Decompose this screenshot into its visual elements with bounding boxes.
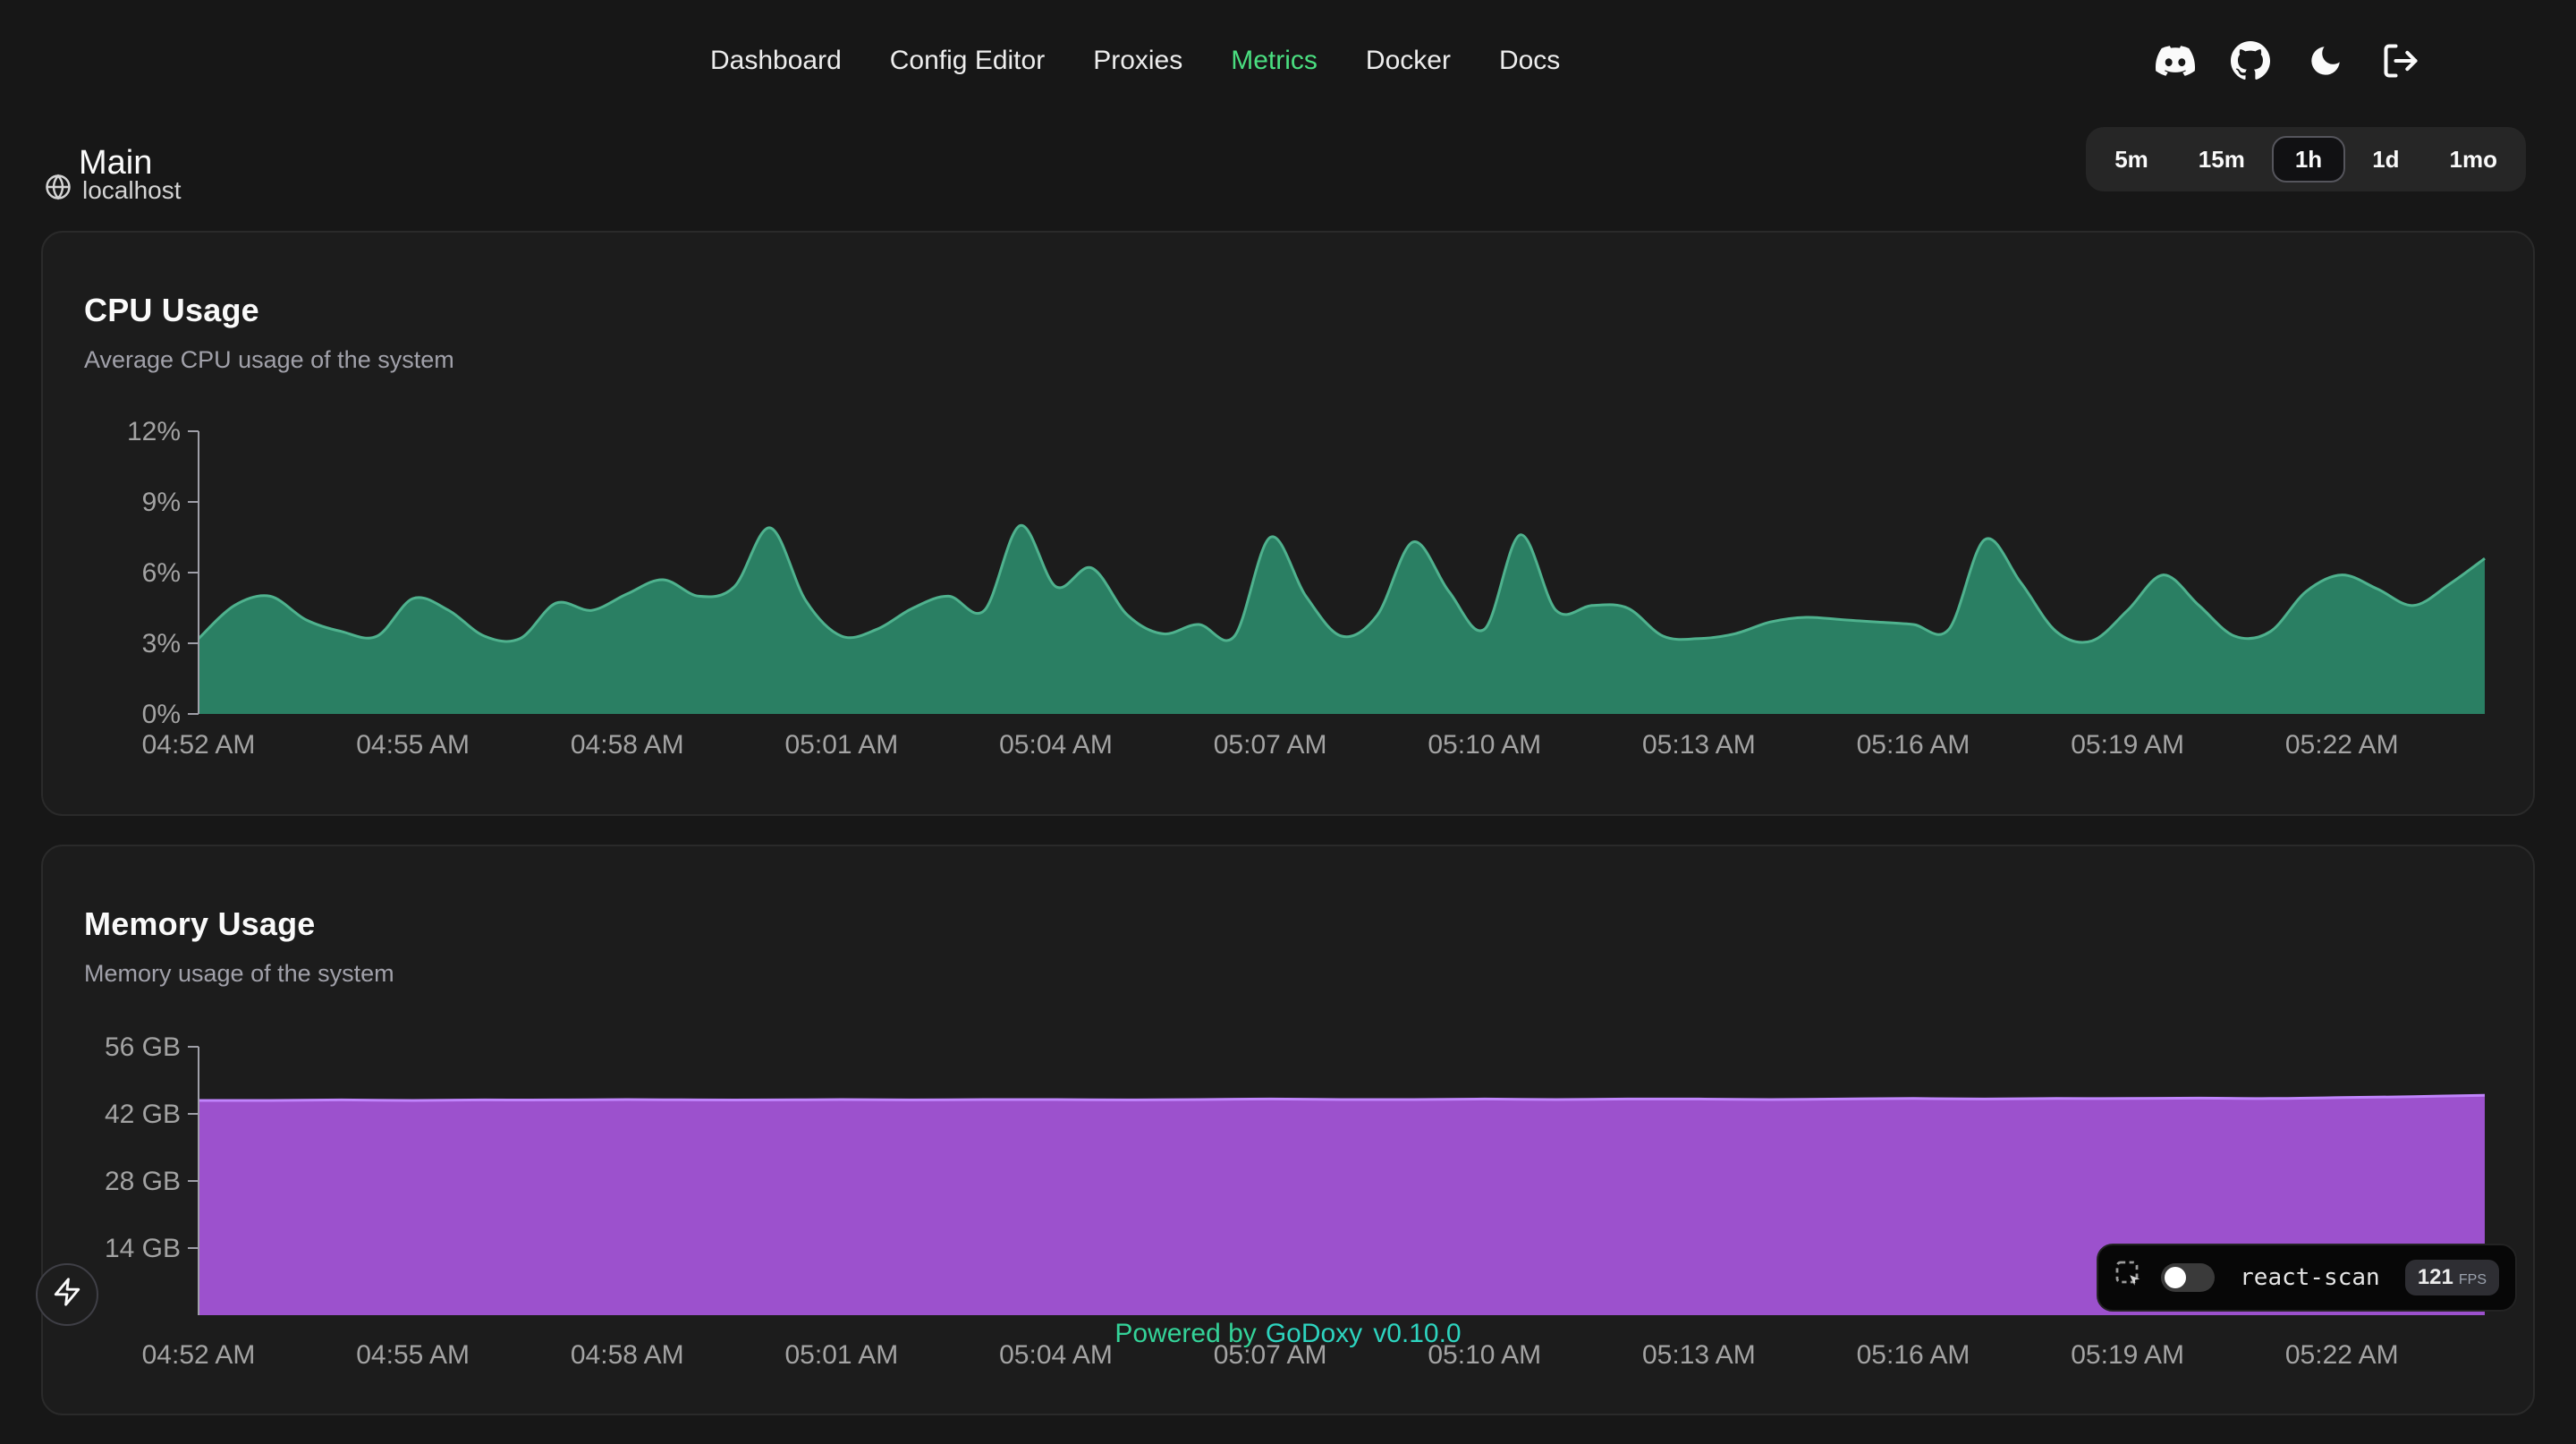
time-range-1mo[interactable]: 1mo — [2427, 136, 2521, 183]
svg-text:14 GB: 14 GB — [105, 1234, 181, 1263]
host-label: localhost — [82, 175, 182, 204]
svg-text:6%: 6% — [142, 558, 181, 588]
svg-text:0%: 0% — [142, 700, 181, 729]
metrics-content: CPU Usage Average CPU usage of the syste… — [41, 231, 2535, 1444]
globe-icon — [45, 174, 72, 207]
cpu-usage-chart-wrap: 0% 3% 6% 9% 12% 04:52 AM 04:55 AM 04:58 AM 05:01… — [84, 410, 2492, 782]
nav-item-dashboard[interactable]: Dashboard — [710, 46, 842, 75]
cpu-usage-card: CPU Usage Average CPU usage of the syste… — [41, 231, 2535, 816]
svg-text:05:22 AM: 05:22 AM — [2285, 730, 2399, 760]
react-scan-toggle[interactable] — [2161, 1263, 2215, 1292]
svg-text:3%: 3% — [142, 629, 181, 658]
svg-text:05:04 AM: 05:04 AM — [999, 730, 1113, 760]
time-range-1d[interactable]: 1d — [2349, 136, 2422, 183]
time-range-15m[interactable]: 15m — [2175, 136, 2268, 183]
host-row: localhost — [45, 174, 182, 207]
dark-mode-moon-icon[interactable] — [2304, 39, 2347, 82]
nav-item-proxies[interactable]: Proxies — [1093, 46, 1183, 75]
fps-badge: 121 FPS — [2404, 1260, 2499, 1295]
inspect-icon — [2114, 1260, 2143, 1295]
logout-icon[interactable] — [2379, 39, 2422, 82]
main-nav: Dashboard Config Editor Proxies Metrics … — [710, 0, 1560, 122]
godoxy-brand-link[interactable]: GoDoxy — [1265, 1319, 1363, 1348]
top-nav-bar: Dashboard Config Editor Proxies Metrics … — [0, 0, 2576, 122]
github-icon[interactable] — [2229, 39, 2272, 82]
memory-usage-title: Memory Usage — [84, 905, 316, 942]
svg-text:04:55 AM: 04:55 AM — [356, 730, 470, 760]
nav-item-docs[interactable]: Docs — [1498, 46, 1561, 75]
page-title: Main — [79, 144, 153, 183]
cpu-usage-chart: 0% 3% 6% 9% 12% 04:52 AM 04:55 AM 04:58 AM 05:01… — [127, 417, 2486, 760]
fps-unit: FPS — [2458, 1272, 2487, 1287]
version-label: v0.10.0 — [1373, 1319, 1462, 1348]
toggle-knob — [2165, 1267, 2186, 1288]
svg-text:12%: 12% — [127, 417, 181, 446]
svg-text:04:52 AM: 04:52 AM — [142, 730, 256, 760]
cpu-usage-subtitle: Average CPU usage of the system — [84, 346, 454, 373]
svg-text:05:16 AM: 05:16 AM — [1857, 730, 1970, 760]
nav-item-docker[interactable]: Docker — [1365, 46, 1451, 75]
react-scan-label: react-scan — [2240, 1264, 2380, 1291]
svg-text:28 GB: 28 GB — [105, 1167, 181, 1196]
time-range-5m[interactable]: 5m — [2091, 136, 2172, 183]
svg-text:05:01 AM: 05:01 AM — [784, 730, 898, 760]
powered-by-label: Powered by — [1114, 1319, 1257, 1348]
fps-value: 121 — [2417, 1265, 2453, 1289]
svg-text:05:07 AM: 05:07 AM — [1214, 730, 1327, 760]
time-range-selector: 5m 15m 1h 1d 1mo — [2086, 127, 2526, 191]
svg-text:42 GB: 42 GB — [105, 1100, 181, 1129]
svg-text:05:13 AM: 05:13 AM — [1642, 730, 1756, 760]
svg-text:04:58 AM: 04:58 AM — [571, 730, 684, 760]
react-scan-widget[interactable]: react-scan 121 FPS — [2097, 1244, 2517, 1312]
svg-text:05:10 AM: 05:10 AM — [1428, 730, 1541, 760]
memory-usage-card: Memory Usage Memory usage of the system … — [41, 845, 2535, 1415]
nav-item-metrics[interactable]: Metrics — [1231, 46, 1318, 75]
header-icon-group — [2154, 39, 2422, 82]
svg-text:56 GB: 56 GB — [105, 1032, 181, 1062]
nav-item-config-editor[interactable]: Config Editor — [889, 46, 1046, 75]
cpu-usage-title: CPU Usage — [84, 292, 259, 328]
svg-text:9%: 9% — [142, 488, 181, 517]
lightning-icon — [52, 1277, 82, 1313]
quick-actions-button[interactable] — [36, 1263, 98, 1326]
memory-usage-subtitle: Memory usage of the system — [84, 960, 394, 987]
svg-text:05:19 AM: 05:19 AM — [2071, 730, 2184, 760]
footer: Powered by GoDoxy v0.10.0 — [0, 1319, 2576, 1349]
time-range-1h[interactable]: 1h — [2271, 136, 2346, 183]
discord-icon[interactable] — [2154, 39, 2197, 82]
